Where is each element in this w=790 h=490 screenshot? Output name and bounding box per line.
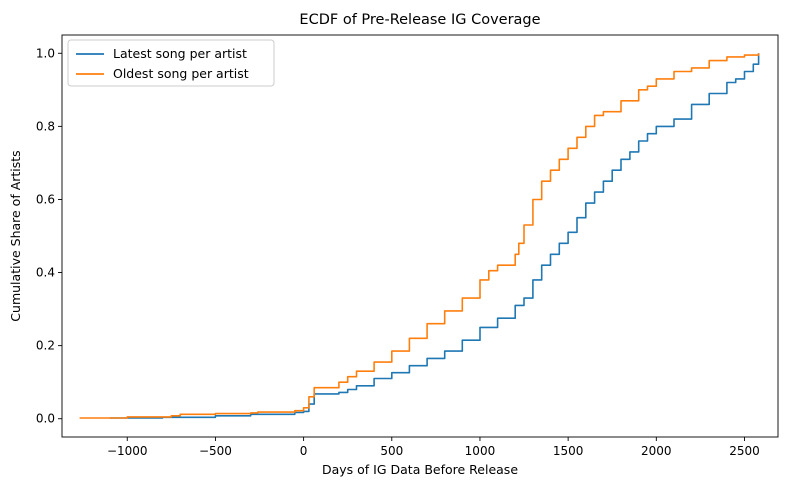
chart-title: ECDF of Pre-Release IG Coverage <box>299 12 540 28</box>
legend: Latest song per artist Oldest song per ar… <box>67 39 275 87</box>
x-tick-label: 0 <box>300 444 308 458</box>
series-line-0 <box>109 53 760 419</box>
x-tick-label: 2500 <box>729 444 760 458</box>
y-axis: 0.0 0.2 0.4 0.6 0.8 1.0 <box>36 46 62 426</box>
y-tick-label: 0.4 <box>36 266 55 280</box>
x-tick-label: −1000 <box>107 444 148 458</box>
legend-label-1: Oldest song per artist <box>113 66 249 81</box>
y-tick-label: 1.0 <box>36 46 55 60</box>
legend-box <box>67 39 275 87</box>
x-tick-label: 500 <box>380 444 403 458</box>
y-tick-label: 0.0 <box>36 412 55 426</box>
x-tick-label: 1500 <box>553 444 584 458</box>
y-tick-label: 0.2 <box>36 339 55 353</box>
plot-area <box>61 34 779 438</box>
x-tick-label: −500 <box>199 444 232 458</box>
x-tick-label: 1000 <box>465 444 496 458</box>
x-tick-label: 2000 <box>641 444 672 458</box>
x-axis: −1000 −500 0 500 1000 1500 2000 2500 <box>107 437 760 458</box>
y-tick-label: 0.6 <box>36 192 55 206</box>
x-axis-label: Days of IG Data Before Release <box>322 462 518 477</box>
series-line-1 <box>79 53 760 419</box>
y-tick-label: 0.8 <box>36 119 55 133</box>
y-axis-label: Cumulative Share of Artists <box>8 150 23 321</box>
plot-frame <box>61 34 779 438</box>
legend-label-0: Latest song per artist <box>113 46 247 61</box>
